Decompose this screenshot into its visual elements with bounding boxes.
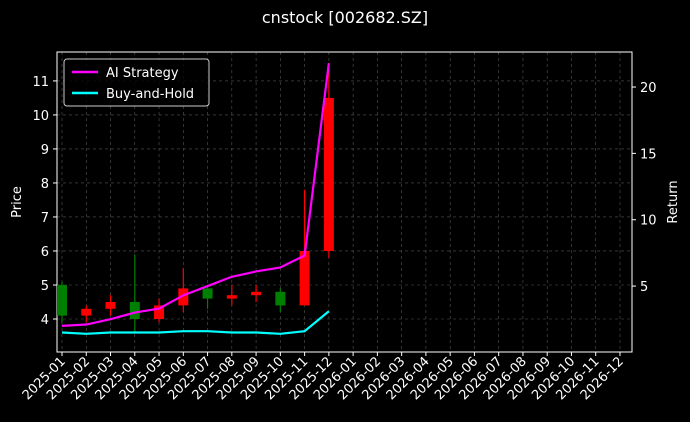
y2-tick-label: 20 xyxy=(640,81,657,96)
candle-body xyxy=(226,295,237,299)
candle-body xyxy=(105,302,116,309)
y-tick-label: 10 xyxy=(32,109,49,124)
candle-body xyxy=(251,291,262,296)
y2-tick-label: 15 xyxy=(640,147,657,162)
y2-tick-label: 10 xyxy=(640,214,657,229)
candle-body xyxy=(323,97,334,251)
candle-body xyxy=(275,291,286,306)
candle-body xyxy=(299,250,310,306)
y-tick-label: 11 xyxy=(32,75,49,90)
y-tick-label: 5 xyxy=(41,279,49,294)
candle-body xyxy=(57,284,67,316)
plot-frame xyxy=(56,51,633,353)
y-axis-label: Price xyxy=(10,186,25,218)
legend-label: AI Strategy xyxy=(106,66,179,81)
y-tick-label: 9 xyxy=(41,143,49,158)
line-series xyxy=(61,310,330,335)
candle-body xyxy=(178,288,189,306)
chart-title: cnstock [002682.SZ] xyxy=(262,8,428,27)
legend-box xyxy=(63,58,210,107)
y2-tick-label: 5 xyxy=(640,280,648,295)
legend-label: Buy-and-Hold xyxy=(106,87,194,102)
candle-body xyxy=(129,302,140,320)
candle-body xyxy=(81,308,92,316)
candle-body xyxy=(154,305,165,320)
y-tick-label: 4 xyxy=(41,313,49,328)
line-series xyxy=(61,63,330,327)
candle-body xyxy=(202,288,213,299)
y-tick-label: 8 xyxy=(41,177,49,192)
y-tick-label: 6 xyxy=(41,245,49,260)
y2-axis-label: Return xyxy=(666,180,681,223)
y-tick-label: 7 xyxy=(41,211,49,226)
